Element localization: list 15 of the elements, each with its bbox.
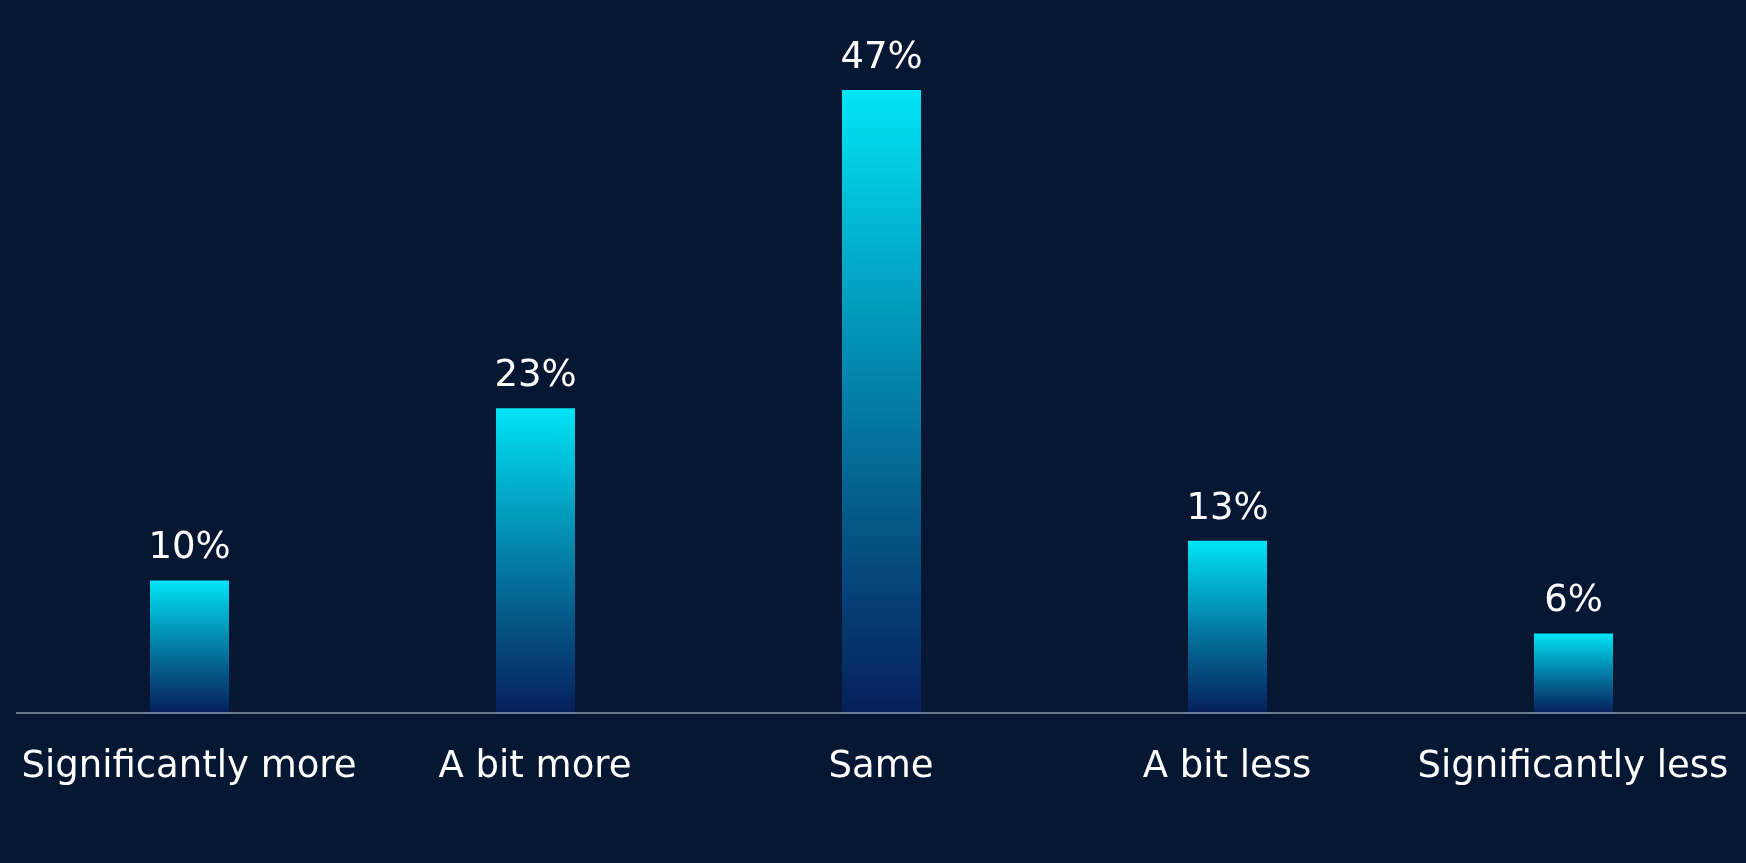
- bar: [496, 408, 575, 713]
- x-tick-label: Significantly more: [21, 743, 357, 787]
- data-label: 6%: [1544, 577, 1603, 621]
- x-tick-label: A bit less: [1142, 743, 1312, 787]
- bar: [842, 90, 921, 713]
- data-label: 10%: [148, 524, 231, 568]
- bar: [1188, 540, 1267, 713]
- data-label: 13%: [1186, 484, 1269, 528]
- bar: [150, 580, 229, 713]
- data-label: 47%: [840, 34, 923, 77]
- x-tick-label: Significantly less: [1417, 743, 1729, 787]
- x-tick-label: Same: [828, 743, 934, 787]
- x-tick-label: A bit more: [438, 743, 632, 787]
- bar: [1534, 633, 1613, 713]
- data-label: 23%: [494, 352, 577, 396]
